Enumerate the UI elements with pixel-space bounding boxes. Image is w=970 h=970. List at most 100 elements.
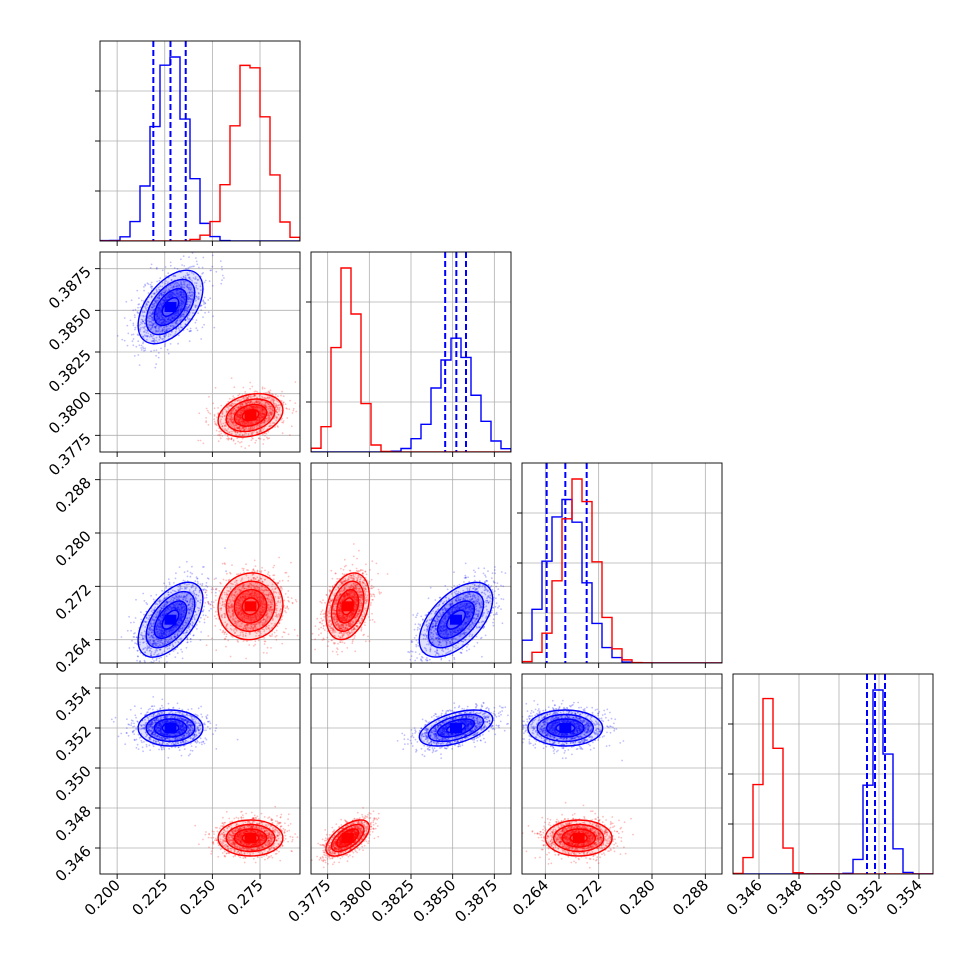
sample-point xyxy=(182,313,185,315)
sample-point xyxy=(208,280,211,283)
sample-point xyxy=(195,299,197,302)
sample-point xyxy=(172,325,175,328)
sample-point xyxy=(196,628,198,630)
sample-point xyxy=(194,278,196,280)
sample-point xyxy=(161,589,163,592)
sample-point xyxy=(137,655,139,658)
sample-point xyxy=(253,427,256,429)
sample-point xyxy=(134,617,137,619)
sample-point xyxy=(187,298,190,301)
sample-point xyxy=(130,629,132,632)
sample-point xyxy=(180,302,183,305)
sample-point xyxy=(212,588,215,591)
sample-point xyxy=(250,432,253,434)
sample-point xyxy=(186,306,189,309)
sample-point xyxy=(151,340,154,342)
sample-point xyxy=(272,421,275,424)
sample-point xyxy=(171,295,174,298)
sample-point xyxy=(154,301,157,304)
sample-point xyxy=(149,286,152,288)
sample-point xyxy=(167,295,170,298)
sample-point xyxy=(220,282,223,285)
sample-point xyxy=(161,305,164,307)
sample-point xyxy=(232,421,235,424)
sample-point xyxy=(159,292,162,295)
sample-point xyxy=(183,265,186,267)
sample-point xyxy=(171,324,174,327)
sample-point xyxy=(291,412,294,414)
sample-point xyxy=(189,330,191,333)
sample-point xyxy=(153,292,156,294)
sample-point xyxy=(178,305,181,307)
sample-point xyxy=(259,412,262,414)
sample-point xyxy=(156,280,158,283)
sample-point xyxy=(267,396,269,399)
sample-point xyxy=(150,594,152,597)
sample-point xyxy=(188,317,191,320)
sample-point xyxy=(279,585,282,588)
sample-point xyxy=(141,319,144,321)
sample-point xyxy=(134,308,137,311)
sample-point xyxy=(168,293,171,296)
sample-point xyxy=(158,329,161,331)
sample-point xyxy=(290,425,293,428)
sample-point xyxy=(149,283,152,286)
sample-point xyxy=(163,319,166,322)
sample-point xyxy=(256,431,258,433)
sample-point xyxy=(201,573,203,575)
sample-point xyxy=(167,294,170,297)
sample-point xyxy=(261,412,264,415)
sample-point xyxy=(265,417,267,420)
sample-point xyxy=(183,313,185,316)
sample-point xyxy=(160,304,163,307)
sample-point xyxy=(242,567,245,570)
sample-point xyxy=(220,423,223,425)
sample-point xyxy=(258,406,260,409)
sample-point xyxy=(130,621,132,624)
sample-point xyxy=(143,322,146,325)
sample-point xyxy=(169,261,172,264)
sample-point xyxy=(258,415,261,418)
sample-point xyxy=(261,386,264,389)
sample-point xyxy=(271,398,274,401)
sample-point xyxy=(231,414,233,417)
sample-point xyxy=(186,272,189,274)
sample-point xyxy=(187,286,189,289)
sample-point xyxy=(187,287,190,290)
sample-point xyxy=(153,302,156,305)
sample-point xyxy=(252,422,254,425)
sample-point xyxy=(169,324,172,327)
sample-point xyxy=(153,326,156,328)
sample-point xyxy=(163,320,166,323)
sample-point xyxy=(159,337,162,340)
sample-point xyxy=(278,404,280,407)
sample-point xyxy=(150,296,153,299)
sample-point xyxy=(186,328,189,331)
sample-point xyxy=(188,266,191,269)
sample-point xyxy=(175,295,178,298)
sample-point xyxy=(187,274,189,277)
sample-point xyxy=(301,550,303,552)
sample-point xyxy=(158,294,161,297)
sample-point xyxy=(197,298,200,301)
sample-point xyxy=(227,408,230,410)
sample-point xyxy=(270,647,272,649)
sample-point xyxy=(155,317,158,320)
sample-point xyxy=(225,410,228,413)
sample-point xyxy=(221,415,223,418)
sample-point xyxy=(136,289,139,292)
sample-point xyxy=(157,330,160,333)
sample-point xyxy=(233,412,236,415)
sample-point xyxy=(231,410,234,413)
sample-point xyxy=(144,329,147,331)
sample-point xyxy=(166,296,169,298)
sample-point xyxy=(150,324,153,327)
sample-point xyxy=(170,293,172,296)
sample-point xyxy=(158,316,161,319)
sample-point xyxy=(259,425,261,428)
sample-point xyxy=(241,419,244,422)
sample-point xyxy=(201,326,204,329)
sample-point xyxy=(253,406,256,408)
sample-point xyxy=(194,306,197,309)
sample-point xyxy=(249,402,251,405)
